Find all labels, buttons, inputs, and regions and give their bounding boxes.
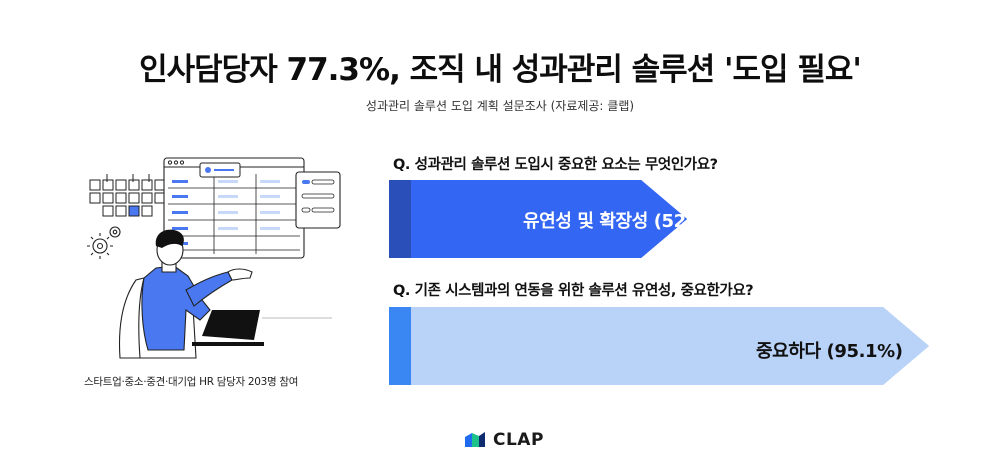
page-subtitle: 성과관리 솔루션 도입 계획 설문조사 (자료제공: 클랩)	[365, 99, 635, 113]
side-panel	[295, 171, 341, 229]
bar-2-edge	[389, 307, 411, 385]
bar-1-label: 유연성 및 확장성 (52.5%)	[523, 211, 730, 232]
calendar-icon	[89, 174, 166, 217]
respondent-footnote: 스타트업·중소·중견·대기업 HR 담당자 203명 참여	[84, 376, 299, 388]
bar-2	[389, 307, 930, 385]
person-figure	[119, 229, 332, 359]
question-1: Q. 성과관리 솔루션 도입시 중요한 요소는 무엇인가요?	[393, 157, 718, 173]
bar-1	[389, 180, 688, 258]
clap-logo-icon	[465, 432, 485, 447]
bar-2-label: 중요하다 (95.1%)	[756, 341, 903, 362]
dashboard-window	[163, 157, 305, 259]
logo-text: CLAP	[493, 430, 544, 450]
page-title: 인사담당자 77.3%, 조직 내 성과관리 솔루션 '도입 필요'	[139, 52, 862, 88]
gear-icon	[87, 226, 121, 259]
question-2: Q. 기존 시스템과의 연동을 위한 솔루션 유연성, 중요한가요?	[393, 283, 754, 299]
hr-manager-illustration	[87, 157, 341, 359]
bar-1-edge	[389, 180, 411, 258]
clap-logo: CLAP	[464, 430, 544, 450]
